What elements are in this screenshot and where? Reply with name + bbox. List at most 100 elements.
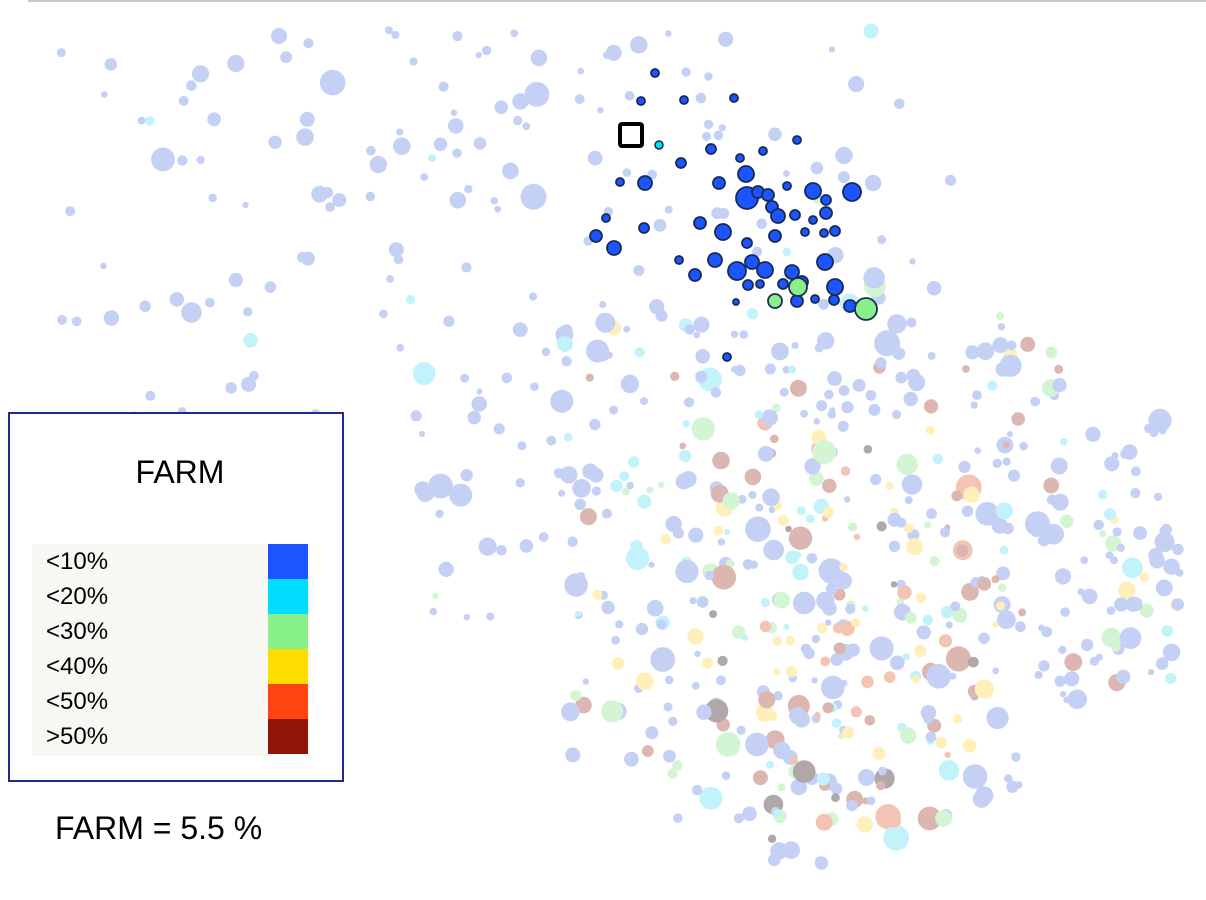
- map-bubble[interactable]: [709, 610, 718, 619]
- map-bubble[interactable]: [476, 388, 483, 395]
- map-bubble[interactable]: [541, 347, 551, 357]
- map-bubble[interactable]: [556, 336, 573, 352]
- map-bubble[interactable]: [366, 145, 376, 156]
- map-bubble[interactable]: [992, 337, 1009, 354]
- map-bubble[interactable]: [1019, 441, 1028, 451]
- map-bubble[interactable]: [806, 553, 818, 564]
- map-bubble[interactable]: [1006, 364, 1019, 377]
- highlighted-bubble[interactable]: [615, 177, 625, 187]
- map-bubble[interactable]: [1118, 581, 1136, 599]
- map-bubble[interactable]: [715, 675, 726, 686]
- map-bubble[interactable]: [958, 460, 971, 474]
- map-bubble[interactable]: [365, 191, 375, 202]
- map-bubble[interactable]: [970, 401, 978, 409]
- highlighted-bubble[interactable]: [606, 240, 622, 256]
- map-bubble[interactable]: [561, 702, 580, 722]
- highlighted-bubble[interactable]: [768, 229, 782, 243]
- map-bubble[interactable]: [550, 389, 574, 413]
- map-bubble[interactable]: [178, 95, 189, 106]
- highlighted-bubble[interactable]: [792, 135, 802, 145]
- map-bubble[interactable]: [319, 69, 346, 96]
- map-bubble[interactable]: [996, 566, 1011, 581]
- map-bubble[interactable]: [587, 150, 603, 166]
- map-bubble[interactable]: [665, 30, 672, 37]
- map-bubble[interactable]: [945, 621, 953, 629]
- map-bubble[interactable]: [510, 29, 519, 38]
- map-bubble[interactable]: [987, 380, 998, 391]
- map-bubble[interactable]: [1111, 452, 1119, 459]
- map-bubble[interactable]: [744, 468, 762, 486]
- map-bubble[interactable]: [975, 502, 1000, 526]
- map-bubble[interactable]: [938, 760, 960, 781]
- map-bubble[interactable]: [877, 235, 887, 245]
- map-bubble[interactable]: [935, 736, 948, 749]
- map-bubble[interactable]: [1064, 653, 1083, 671]
- map-bubble[interactable]: [494, 205, 502, 213]
- map-bubble[interactable]: [429, 607, 438, 616]
- highlighted-bubble[interactable]: [819, 228, 829, 238]
- map-bubble[interactable]: [186, 80, 197, 91]
- map-bubble[interactable]: [926, 664, 951, 689]
- map-bubble[interactable]: [991, 517, 1008, 534]
- map-bubble[interactable]: [1172, 543, 1184, 556]
- map-bubble[interactable]: [792, 591, 816, 615]
- map-bubble[interactable]: [322, 186, 334, 199]
- map-bubble[interactable]: [435, 509, 444, 518]
- map-bubble[interactable]: [418, 430, 425, 438]
- map-bubble[interactable]: [754, 410, 764, 419]
- map-bubble[interactable]: [733, 813, 745, 824]
- highlighted-bubble[interactable]: [800, 227, 810, 237]
- map-bubble[interactable]: [1160, 523, 1172, 536]
- map-bubble[interactable]: [695, 92, 707, 104]
- map-bubble[interactable]: [1153, 492, 1163, 501]
- map-bubble[interactable]: [746, 308, 759, 320]
- map-bubble[interactable]: [486, 612, 495, 621]
- highlighted-bubble[interactable]: [828, 294, 840, 306]
- map-bubble[interactable]: [917, 806, 942, 831]
- map-bubble[interactable]: [785, 525, 792, 533]
- map-bubble[interactable]: [972, 390, 982, 400]
- highlighted-bubble[interactable]: [756, 261, 774, 279]
- map-bubble[interactable]: [1060, 690, 1067, 698]
- highlighted-bubble[interactable]: [820, 194, 832, 206]
- map-bubble[interactable]: [762, 488, 780, 507]
- map-bubble[interactable]: [777, 514, 789, 526]
- highlighted-bubble[interactable]: [777, 278, 789, 290]
- map-bubble[interactable]: [414, 481, 431, 498]
- map-bubble[interactable]: [461, 262, 472, 273]
- map-bubble[interactable]: [645, 726, 659, 740]
- map-bubble[interactable]: [825, 619, 832, 626]
- map-bubble[interactable]: [713, 525, 724, 536]
- map-bubble[interactable]: [1133, 526, 1147, 540]
- map-bubble[interactable]: [490, 197, 498, 205]
- map-bubble[interactable]: [839, 563, 848, 572]
- map-bubble[interactable]: [303, 38, 314, 49]
- highlighted-bubble[interactable]: [758, 146, 768, 156]
- map-bubble[interactable]: [1011, 412, 1025, 426]
- map-bubble[interactable]: [785, 550, 800, 565]
- map-bubble[interactable]: [896, 453, 918, 475]
- map-bubble[interactable]: [561, 356, 572, 367]
- map-bubble[interactable]: [974, 786, 994, 805]
- map-bubble[interactable]: [586, 339, 609, 363]
- map-bubble[interactable]: [1059, 514, 1074, 529]
- map-bubble[interactable]: [630, 36, 648, 54]
- map-bubble[interactable]: [1171, 598, 1185, 611]
- map-bubble[interactable]: [1101, 627, 1121, 648]
- map-bubble[interactable]: [696, 596, 709, 608]
- map-bubble[interactable]: [822, 506, 834, 519]
- map-bubble[interactable]: [601, 600, 615, 615]
- map-bubble[interactable]: [878, 766, 887, 776]
- map-bubble[interactable]: [663, 749, 676, 763]
- map-bubble[interactable]: [577, 572, 585, 580]
- map-bubble[interactable]: [831, 718, 842, 728]
- map-bubble[interactable]: [820, 656, 831, 667]
- map-bubble[interactable]: [530, 382, 539, 392]
- map-bubble[interactable]: [332, 193, 347, 208]
- highlighted-bubble[interactable]: [782, 181, 792, 191]
- map-bubble[interactable]: [1148, 408, 1172, 432]
- map-bubble[interactable]: [814, 711, 821, 719]
- map-bubble[interactable]: [885, 482, 894, 491]
- highlighted-bubble[interactable]: [732, 298, 740, 306]
